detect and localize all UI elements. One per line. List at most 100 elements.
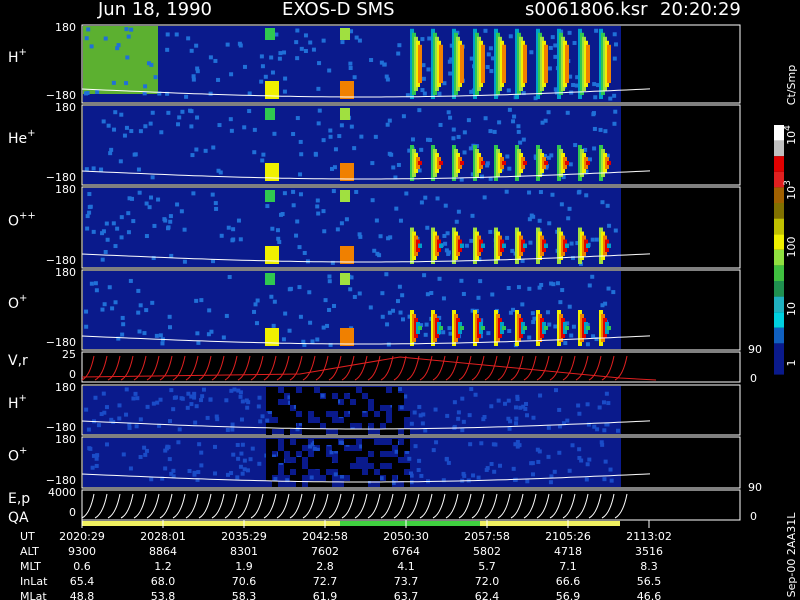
y-tick-label: 180 bbox=[55, 266, 76, 279]
spectrogram-cell bbox=[94, 288, 99, 293]
burst bbox=[265, 108, 275, 120]
blank-cell bbox=[350, 469, 356, 475]
y-tick-label: 180 bbox=[55, 21, 76, 34]
spectrogram-cell bbox=[150, 300, 155, 305]
panel-label-sup: + bbox=[19, 47, 27, 58]
y-tick-label: −180 bbox=[46, 89, 76, 102]
blank-cell bbox=[374, 463, 380, 469]
spectrogram-cell bbox=[337, 134, 342, 139]
spectrogram-cell bbox=[256, 404, 261, 409]
spectrogram-cell bbox=[571, 83, 576, 88]
blank-cell bbox=[350, 439, 356, 445]
spectrogram-cell bbox=[335, 227, 340, 232]
spectrogram-cell bbox=[84, 407, 89, 412]
burst bbox=[565, 161, 569, 165]
colorbar-swatch bbox=[774, 327, 784, 344]
spectrogram-cell bbox=[119, 215, 124, 220]
spectrogram-cell bbox=[158, 397, 163, 402]
blank-cell bbox=[290, 411, 296, 417]
burst bbox=[544, 326, 548, 330]
blank-cell bbox=[344, 417, 350, 423]
spectrogram-cell bbox=[190, 153, 195, 158]
spectrogram-cell bbox=[287, 395, 292, 400]
blank-cell bbox=[296, 417, 302, 423]
spectrogram-cell bbox=[602, 428, 607, 433]
blank-cell bbox=[284, 417, 290, 423]
spectrogram-cell bbox=[388, 235, 393, 240]
blank-cell bbox=[344, 387, 350, 393]
spectrogram-cell bbox=[227, 274, 232, 279]
burst bbox=[607, 161, 611, 165]
spectrogram-cell bbox=[380, 314, 385, 319]
panel-label-text: E,p bbox=[8, 491, 30, 507]
spectrogram-cell bbox=[515, 444, 520, 449]
blank-cell bbox=[296, 475, 302, 481]
spectrogram-cell bbox=[397, 387, 402, 392]
blank-cell bbox=[368, 393, 374, 399]
spectrogram-cell bbox=[548, 45, 553, 50]
table-cell: 9300 bbox=[68, 545, 96, 558]
spectrogram-cell bbox=[468, 442, 473, 447]
spectrogram-cell bbox=[464, 243, 469, 248]
table-cell: 2020:29 bbox=[59, 530, 105, 543]
spectrogram-cell bbox=[321, 138, 326, 143]
spectrogram-cell bbox=[462, 473, 467, 478]
panel-label-sup: + bbox=[27, 128, 35, 139]
spectrogram-cell bbox=[138, 303, 143, 308]
y-tick-label: 25 bbox=[62, 348, 76, 361]
blank-cell bbox=[386, 469, 392, 475]
spectrogram-cell bbox=[520, 258, 525, 263]
table-cell: 2113:02 bbox=[626, 530, 672, 543]
blank-cell bbox=[326, 481, 332, 487]
spectrogram-cell bbox=[194, 298, 199, 303]
spectrogram-cell bbox=[434, 440, 439, 445]
blank-cell bbox=[368, 417, 374, 423]
burst bbox=[481, 326, 485, 330]
spectrogram-cell bbox=[441, 296, 446, 301]
spectrogram-cell bbox=[257, 461, 262, 466]
spectrogram-cell bbox=[340, 474, 345, 479]
spectrogram-cell bbox=[124, 27, 129, 32]
spectrogram-cell bbox=[84, 167, 89, 172]
spectrogram-cell bbox=[229, 72, 234, 77]
spectrogram-cell bbox=[420, 88, 425, 93]
spectrogram-cell bbox=[231, 227, 236, 232]
spectrogram-cell bbox=[156, 197, 161, 202]
spectrogram-cell bbox=[488, 129, 493, 134]
spectrogram-cell bbox=[275, 228, 280, 233]
blank-cell bbox=[374, 417, 380, 423]
blank-cell bbox=[392, 439, 398, 445]
panel-label-text: O bbox=[8, 449, 19, 465]
spectrogram-cell bbox=[538, 190, 543, 195]
spectrogram-cell bbox=[387, 118, 392, 123]
spectrogram-cell bbox=[246, 400, 251, 405]
spectrogram-cell bbox=[354, 189, 359, 194]
spectrogram-cell bbox=[298, 172, 303, 177]
panel-label-sup: + bbox=[19, 293, 27, 304]
spectrogram-cell bbox=[550, 35, 555, 40]
spectrogram-cell bbox=[479, 318, 484, 323]
spectrogram-cell bbox=[131, 396, 136, 401]
spectrogram-cell bbox=[505, 154, 510, 159]
spectrogram-cell bbox=[191, 77, 196, 82]
spectrogram-cell bbox=[106, 123, 111, 128]
panel-label-text: O bbox=[8, 214, 19, 230]
blank-cell bbox=[284, 387, 290, 393]
spectrogram-cell bbox=[398, 218, 403, 223]
spectrogram-cell bbox=[271, 323, 276, 328]
spectrogram-cell bbox=[282, 89, 287, 94]
spectrogram-cell bbox=[590, 274, 595, 279]
spectrogram-cell bbox=[397, 43, 402, 48]
spectrogram-cell bbox=[561, 421, 566, 426]
spectrogram-cell bbox=[112, 127, 117, 132]
spectrogram-cell bbox=[467, 413, 472, 418]
spectrogram-cell bbox=[611, 290, 616, 295]
spectrogram-cell bbox=[315, 204, 320, 209]
spectrogram-cell bbox=[312, 446, 317, 451]
spectrogram-cell bbox=[612, 121, 617, 126]
spectrogram-cell bbox=[163, 448, 168, 453]
blank-cell bbox=[392, 429, 398, 435]
blank-cell bbox=[314, 405, 320, 411]
spectrogram-cell bbox=[420, 421, 425, 426]
spectrogram-cell bbox=[370, 198, 375, 203]
